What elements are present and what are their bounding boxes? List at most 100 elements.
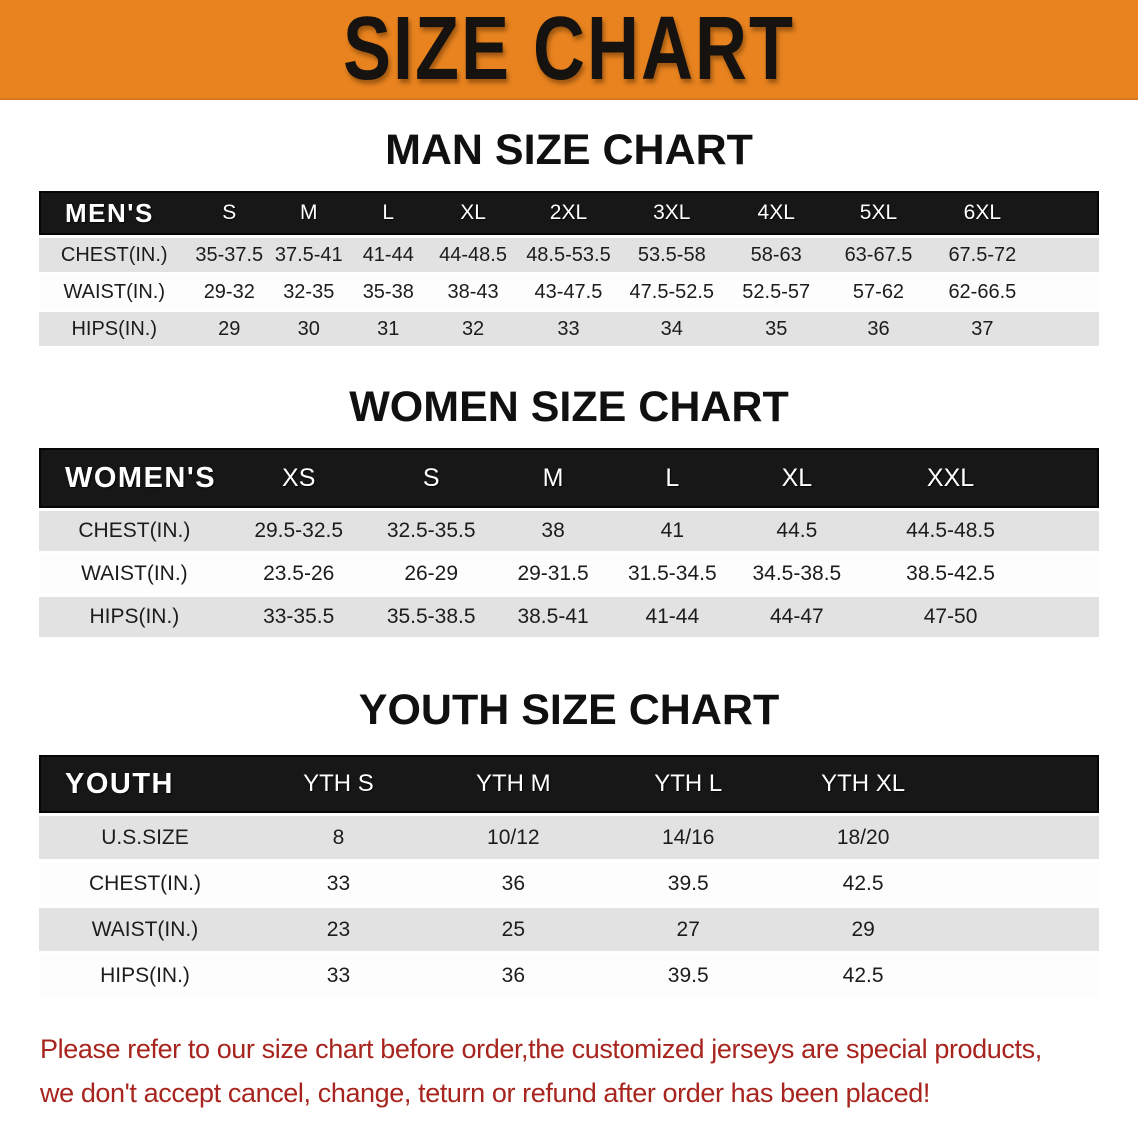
column-header: XXL [860,448,1041,509]
table-row: CHEST(IN.) 29.5-32.5 32.5-35.5 38 41 44.5 44.5… [39,511,1099,552]
table-cell: 33 [518,312,619,347]
table-cell: 36 [827,312,930,347]
table-row: WAIST(IN.) 29-32 32-35 35-38 38-43 43-47.5 47.… [39,275,1099,310]
column-header: YTH S [251,755,426,814]
men-size-table: MEN'S S M L XL 2XL 3XL 4XL 5XL 6XL CHEST(IN.) 35-37… [39,188,1099,349]
youth-size-section: YOUTH SIZE CHART YOUTH YTH S YTH M YTH L YTH… [0,686,1138,1000]
table-cell: 35.5-38.5 [367,597,495,638]
table-cell: 63-67.5 [827,238,930,273]
table-cell: 33 [251,862,426,906]
table-cell: 41 [611,511,734,552]
women-size-section: WOMEN SIZE CHART WOMEN'S XS S M L XL XXL CHEST(… [0,383,1138,640]
column-header: 2XL [518,191,619,236]
table-cell: 41-44 [611,597,734,638]
table-cell: 62-66.5 [929,275,1036,310]
women-section-heading: WOMEN SIZE CHART [349,383,789,432]
table-cell: 44-47 [733,597,861,638]
table-cell: 14/16 [600,816,776,860]
size-header-row: MEN'S S M L XL 2XL 3XL 4XL 5XL 6XL [39,191,1099,236]
row-filler [950,908,1099,952]
row-header: HIPS(IN.) [39,954,251,998]
column-header: YTH M [425,755,601,814]
row-filler [1035,275,1099,310]
column-header: 3XL [618,191,725,236]
table-cell: 43-47.5 [518,275,619,310]
table-row: HIPS(IN.) 33-35.5 35.5-38.5 38.5-41 41-44 44-… [39,597,1099,638]
row-filler [950,816,1099,860]
women-size-table: WOMEN'S XS S M L XL XXL CHEST(IN.) 29.5-32.5 32.5… [39,445,1099,640]
table-cell: 33 [251,954,426,998]
table-group-label: YOUTH [39,755,251,814]
table-cell: 35-37.5 [189,238,270,273]
table-row: WAIST(IN.) 23 25 27 29 [39,908,1099,952]
table-cell: 29-31.5 [494,554,612,595]
table-cell: 58-63 [724,238,828,273]
table-cell: 32 [428,312,519,347]
column-header: YTH L [600,755,776,814]
table-row: HIPS(IN.) 29 30 31 32 33 34 35 36 37 [39,312,1099,347]
table-cell: 29.5-32.5 [229,511,368,552]
table-cell: 23.5-26 [229,554,368,595]
footnote-line-2: we don't accept cancel, change, teturn o… [40,1078,930,1109]
column-header: M [269,191,349,236]
footnote-line-1: Please refer to our size chart before or… [40,1034,1042,1065]
table-cell: 8 [251,816,426,860]
table-cell: 29 [775,908,951,952]
table-cell: 36 [425,954,601,998]
header-filler [1040,448,1099,509]
column-header: S [189,191,270,236]
table-cell: 42.5 [775,862,951,906]
table-cell: 34.5-38.5 [733,554,861,595]
table-cell: 29 [189,312,270,347]
size-header-row: WOMEN'S XS S M L XL XXL [39,448,1099,509]
table-cell: 38 [494,511,612,552]
column-header: XL [428,191,519,236]
row-filler [950,954,1099,998]
row-header: CHEST(IN.) [39,862,251,906]
table-cell: 39.5 [600,862,776,906]
column-header: M [494,448,612,509]
youth-section-heading: YOUTH SIZE CHART [358,686,780,735]
column-header: L [348,191,429,236]
row-filler [1035,312,1099,347]
table-cell: 32-35 [269,275,349,310]
table-cell: 10/12 [425,816,601,860]
table-cell: 34 [618,312,725,347]
row-header: WAIST(IN.) [39,554,230,595]
column-header: 5XL [827,191,930,236]
table-cell: 47.5-52.5 [618,275,725,310]
header-filler [1035,191,1099,236]
row-header: CHEST(IN.) [39,511,230,552]
table-group-label: MEN'S [39,191,190,236]
column-header: XS [229,448,368,509]
header-filler [950,755,1099,814]
table-cell: 33-35.5 [229,597,368,638]
table-cell: 29-32 [189,275,270,310]
table-cell: 67.5-72 [929,238,1036,273]
table-cell: 42.5 [775,954,951,998]
column-header: XL [733,448,861,509]
table-cell: 31 [348,312,429,347]
table-cell: 32.5-35.5 [367,511,495,552]
table-cell: 44.5-48.5 [860,511,1041,552]
table-row: U.S.SIZE 8 10/12 14/16 18/20 [39,816,1099,860]
table-cell: 48.5-53.5 [518,238,619,273]
column-header: L [611,448,734,509]
table-cell: 30 [269,312,349,347]
table-cell: 44.5 [733,511,861,552]
table-cell: 31.5-34.5 [611,554,734,595]
column-header: S [367,448,495,509]
table-cell: 57-62 [827,275,930,310]
table-cell: 44-48.5 [428,238,519,273]
table-cell: 38-43 [428,275,519,310]
row-header: U.S.SIZE [39,816,251,860]
row-filler [1040,554,1099,595]
row-header: WAIST(IN.) [39,908,251,952]
row-filler [1040,597,1099,638]
table-cell: 39.5 [600,954,776,998]
table-cell: 52.5-57 [724,275,828,310]
table-group-label: WOMEN'S [39,448,230,509]
table-cell: 37 [929,312,1036,347]
table-cell: 35-38 [348,275,429,310]
